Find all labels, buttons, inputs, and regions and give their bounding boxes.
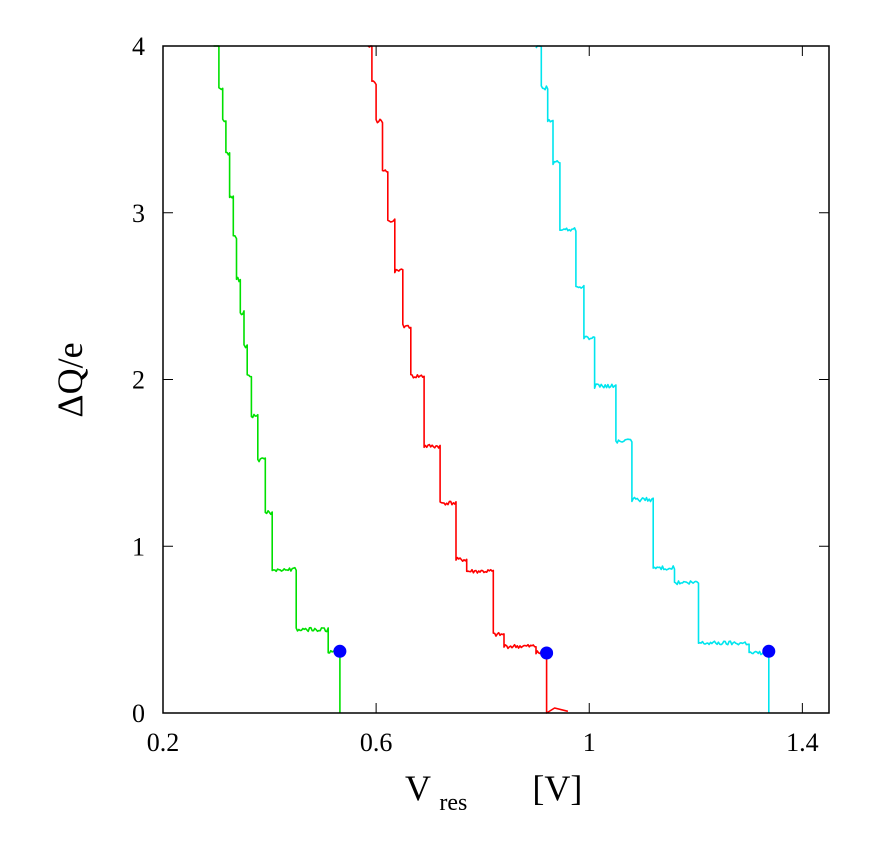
data-marker	[762, 644, 776, 658]
x-axis-label-main: V	[405, 768, 431, 808]
y-tick-label: 1	[132, 532, 145, 561]
x-axis-label: V res [V]	[405, 768, 582, 818]
series-layer	[213, 45, 770, 714]
x-axis-label-unit: [V]	[532, 768, 582, 808]
x-tick-label: 1.4	[786, 728, 819, 757]
x-tick-label: 1	[583, 728, 596, 757]
series-line-green	[213, 45, 341, 713]
series-line-cyan	[535, 45, 770, 713]
y-tick-label: 0	[132, 699, 145, 728]
tick-layer: 0.2 0.6 1 1.4 0 1 2 3 4	[132, 32, 829, 757]
data-marker	[540, 646, 554, 660]
y-tick-label: 3	[132, 199, 145, 228]
data-marker	[333, 644, 347, 658]
x-axis-label-subscript: res	[439, 790, 467, 816]
marker-layer	[333, 644, 776, 660]
y-tick-label: 2	[132, 366, 145, 395]
x-tick-label: 0.2	[147, 728, 180, 757]
x-tick-label: 0.6	[360, 728, 393, 757]
plot-frame	[162, 45, 830, 714]
y-tick-label: 4	[132, 32, 145, 61]
series-line-red	[367, 45, 569, 714]
y-axis-label: ΔQ/e	[50, 342, 90, 417]
